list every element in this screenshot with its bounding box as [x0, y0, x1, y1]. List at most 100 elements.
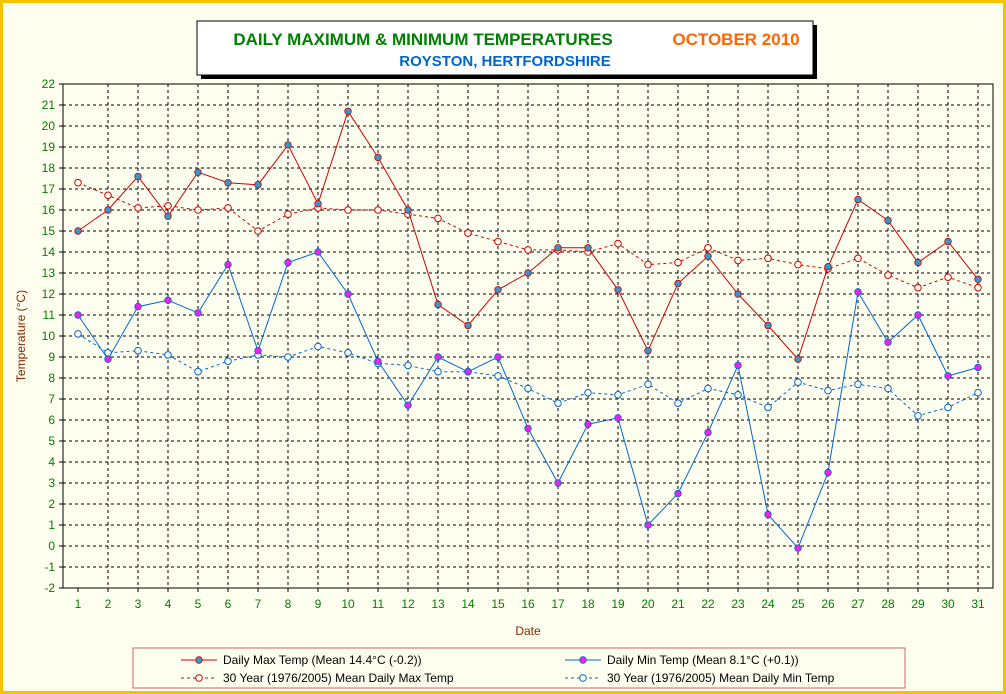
y-tick-label: 17 — [42, 182, 56, 196]
data-point — [794, 378, 802, 387]
x-tick-label: 25 — [791, 597, 805, 611]
y-tick-label: 9 — [48, 350, 55, 364]
data-point — [404, 206, 412, 214]
y-tick-label: 7 — [48, 392, 55, 406]
data-point — [914, 412, 922, 420]
data-point — [134, 346, 142, 355]
data-point — [614, 391, 622, 399]
data-point — [134, 302, 142, 311]
data-point — [344, 107, 352, 115]
data-point — [254, 347, 262, 355]
data-point — [764, 403, 772, 412]
legend-box — [132, 647, 906, 689]
data-point — [194, 168, 202, 176]
data-point — [434, 214, 442, 223]
data-point — [734, 391, 742, 399]
data-point — [74, 330, 82, 338]
data-point — [464, 321, 472, 330]
y-tick-label: 16 — [42, 203, 56, 217]
y-tick-label: 19 — [42, 140, 56, 154]
data-point — [914, 311, 922, 319]
y-tick-label: 8 — [48, 371, 55, 385]
x-tick-label: 6 — [225, 597, 232, 611]
data-point — [734, 361, 742, 370]
x-tick-label: 27 — [851, 597, 865, 611]
x-tick-label: 31 — [971, 597, 985, 611]
y-tick-label: 0 — [48, 539, 55, 553]
data-point — [854, 288, 862, 296]
data-point — [704, 244, 712, 252]
data-point — [164, 202, 172, 210]
data-point — [314, 199, 322, 208]
x-tick-label: 7 — [255, 597, 262, 611]
title-box — [196, 20, 814, 76]
data-point — [164, 212, 172, 220]
data-point — [344, 290, 352, 298]
chart-title: DAILY MAXIMUM & MINIMUM TEMPERATURES — [233, 30, 612, 49]
data-point — [134, 172, 142, 181]
data-point — [464, 229, 472, 237]
y-tick-label: 18 — [42, 161, 56, 175]
data-point — [734, 256, 742, 265]
y-tick-label: 21 — [42, 98, 56, 112]
data-point — [434, 353, 442, 361]
data-point — [584, 388, 592, 397]
x-axis-title: Date — [515, 624, 541, 638]
data-point — [74, 227, 82, 235]
y-tick-label: 2 — [48, 497, 55, 511]
x-tick-label: 14 — [461, 597, 475, 611]
data-point — [314, 342, 322, 351]
x-tick-label: 8 — [285, 597, 292, 611]
data-point — [944, 273, 952, 282]
data-point — [524, 384, 532, 393]
data-point — [914, 258, 922, 267]
data-point — [734, 290, 742, 298]
data-point — [914, 283, 922, 292]
y-tick-label: 1 — [48, 518, 55, 532]
data-point — [824, 468, 832, 477]
y-tick-label: 10 — [42, 329, 56, 343]
legend-label: Daily Max Temp (Mean 14.4°C (-0.2)) — [223, 653, 422, 667]
data-point — [434, 300, 442, 309]
data-point — [974, 363, 982, 372]
data-point — [644, 380, 652, 389]
data-point — [644, 260, 652, 269]
data-point — [254, 181, 262, 189]
legend-label: 30 Year (1976/2005) Mean Daily Max Temp — [223, 671, 454, 685]
x-tick-label: 21 — [671, 597, 685, 611]
data-point — [194, 367, 202, 376]
data-point — [554, 244, 562, 252]
data-point — [884, 338, 892, 346]
data-point — [104, 206, 112, 214]
data-point — [284, 353, 292, 361]
x-tick-label: 28 — [881, 597, 895, 611]
data-point — [944, 237, 952, 246]
data-point — [434, 367, 442, 376]
data-point — [224, 357, 232, 366]
series-1 — [74, 248, 982, 552]
data-point — [794, 260, 802, 269]
x-tick-label: 15 — [491, 597, 505, 611]
chart-title-period: OCTOBER 2010 — [672, 30, 799, 49]
legend-swatch-marker — [579, 674, 587, 682]
data-point — [164, 296, 172, 304]
data-point — [74, 178, 82, 187]
data-point — [674, 489, 682, 498]
data-point — [104, 355, 112, 363]
data-point — [854, 254, 862, 263]
x-tick-label: 9 — [315, 597, 322, 611]
y-axis-title: Temperature (°C) — [14, 290, 28, 382]
data-point — [164, 351, 172, 359]
x-tick-label: 29 — [911, 597, 925, 611]
data-point — [704, 384, 712, 393]
x-tick-label: 4 — [165, 597, 172, 611]
y-tick-label: -2 — [44, 581, 55, 595]
data-point — [344, 206, 352, 214]
y-tick-label: 13 — [42, 266, 56, 280]
data-point — [464, 368, 472, 376]
data-point — [404, 361, 412, 370]
data-point — [554, 479, 562, 487]
data-point — [854, 380, 862, 389]
data-point — [944, 403, 952, 412]
